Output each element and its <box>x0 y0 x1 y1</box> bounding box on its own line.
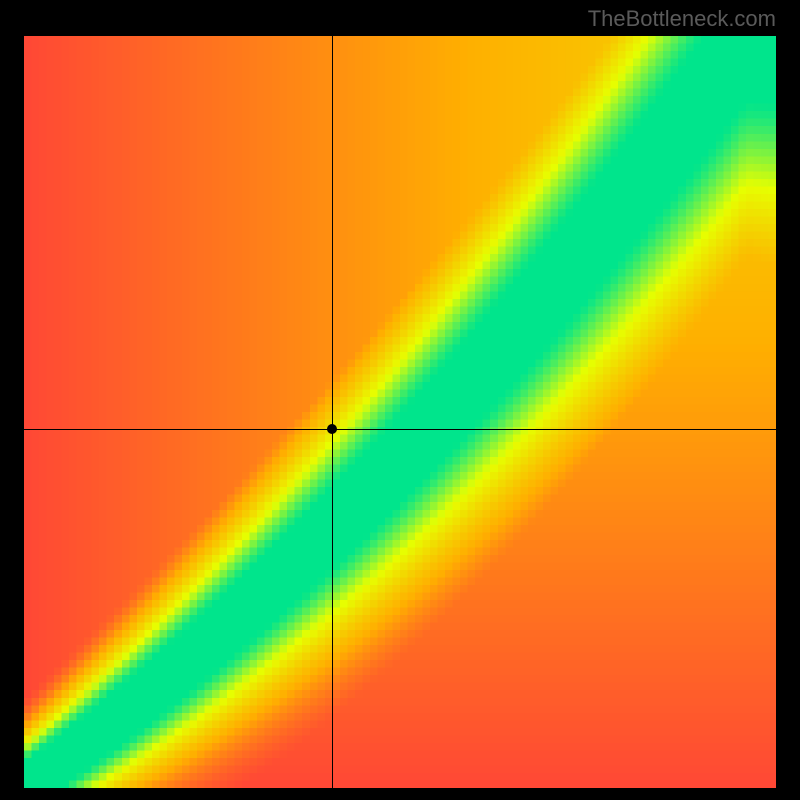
crosshair-vertical <box>332 36 333 788</box>
chart-container: TheBottleneck.com <box>0 0 800 800</box>
crosshair-point <box>327 424 337 434</box>
crosshair-horizontal <box>24 429 776 430</box>
attribution-text: TheBottleneck.com <box>588 6 776 32</box>
heatmap-canvas <box>24 36 776 788</box>
plot-area <box>24 36 776 788</box>
